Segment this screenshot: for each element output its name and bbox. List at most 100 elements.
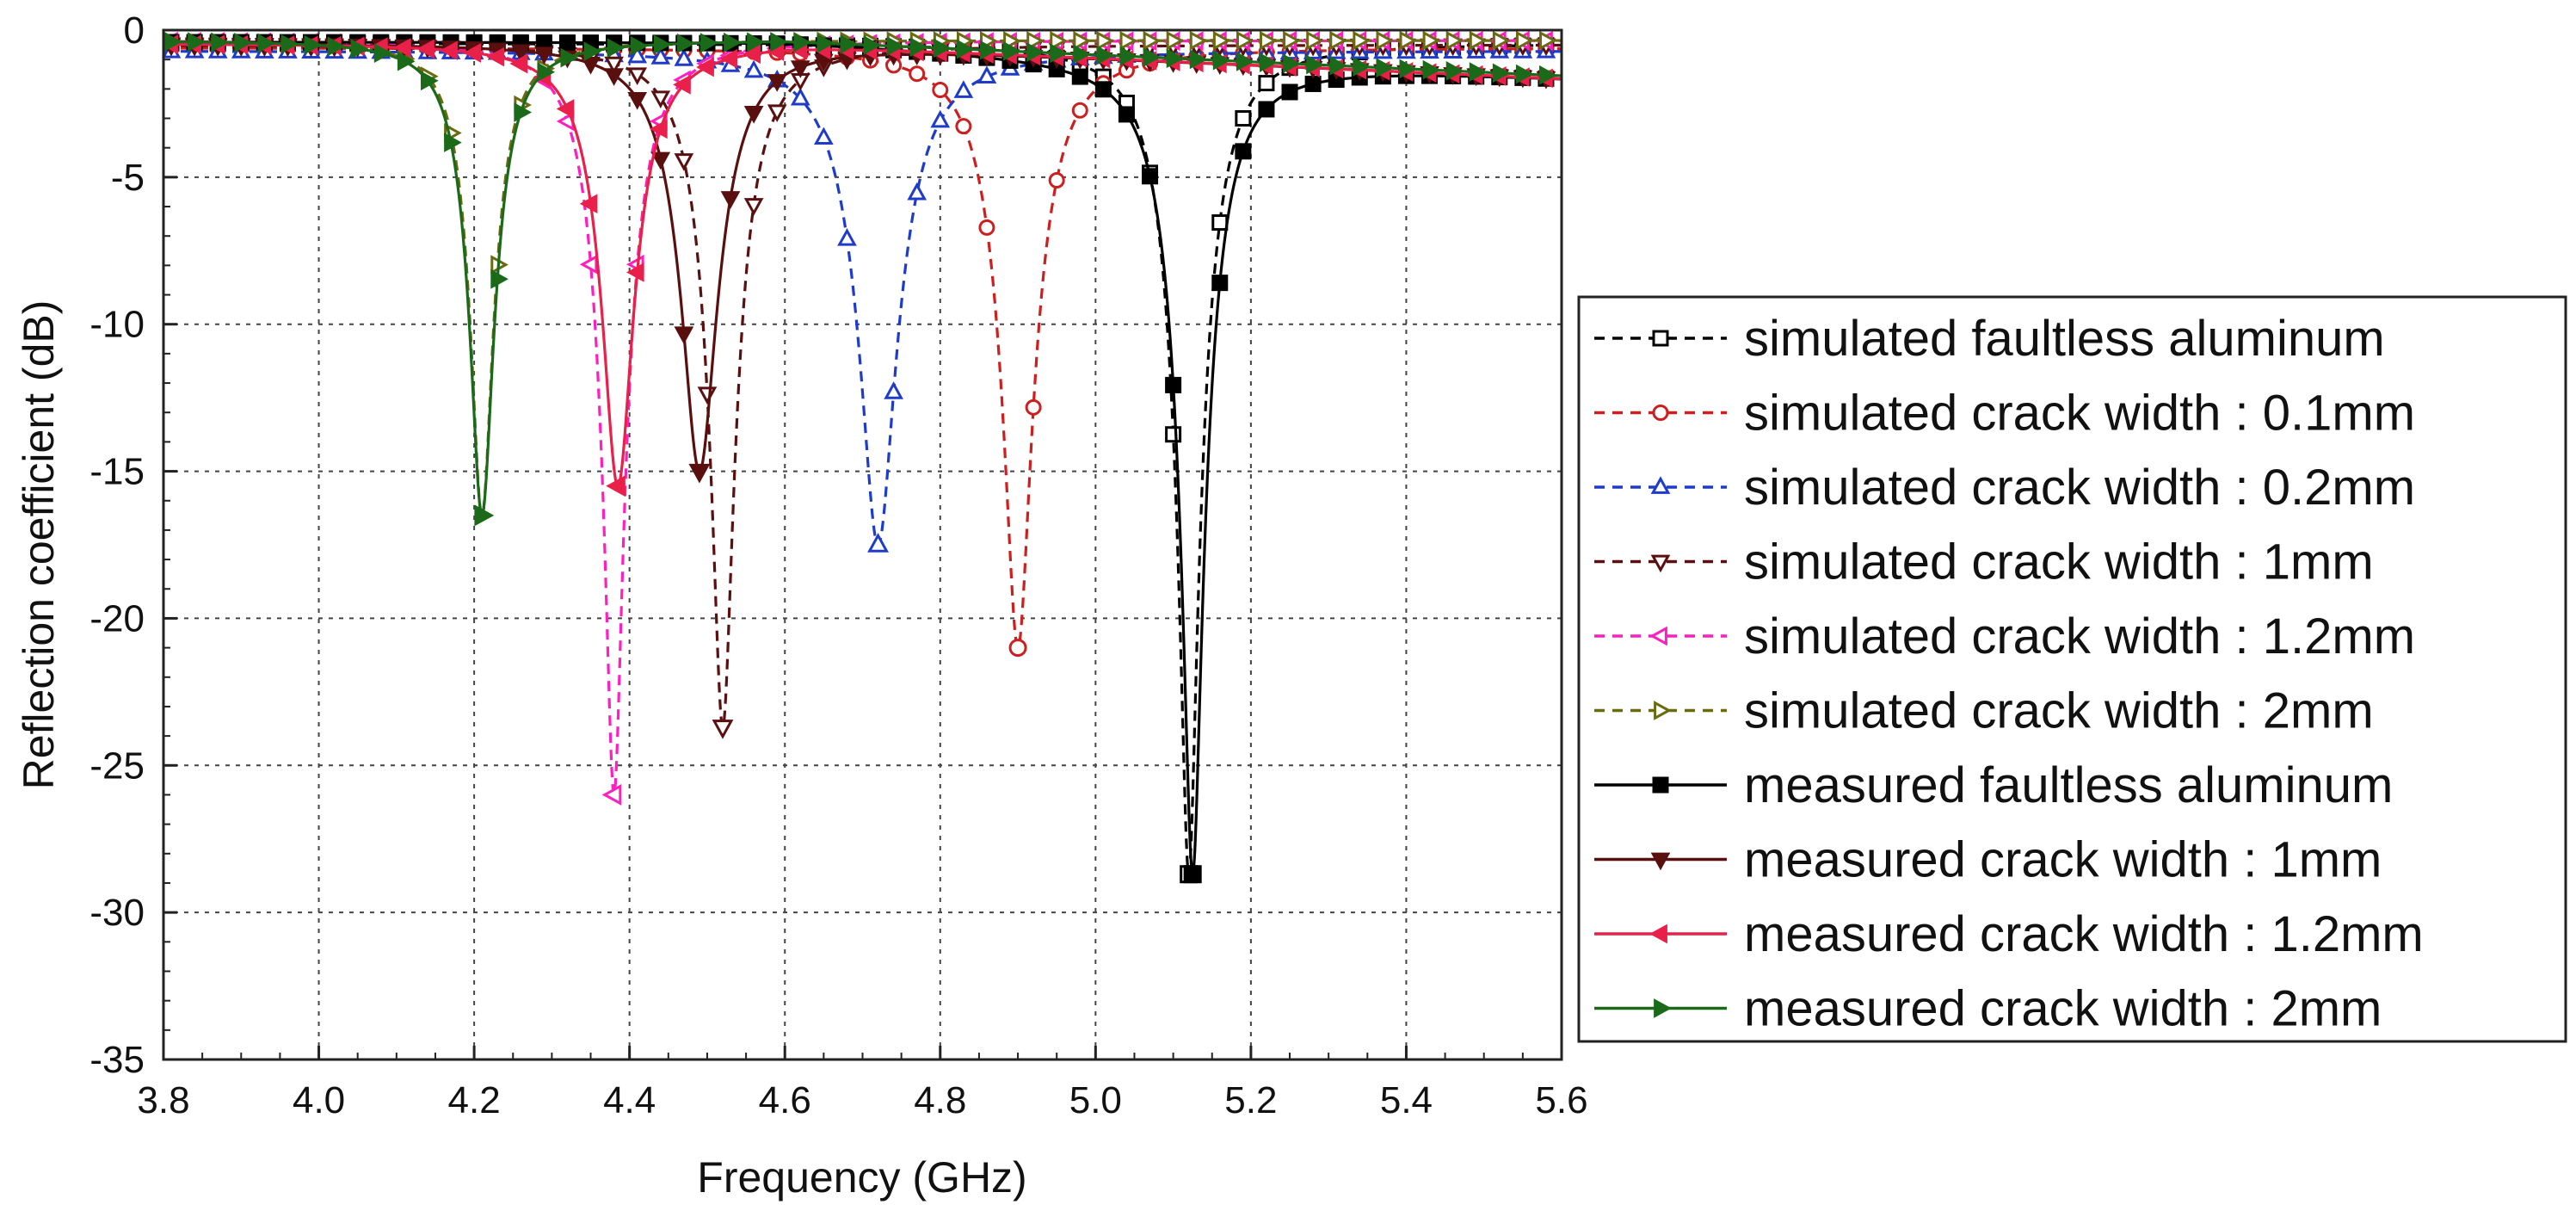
data-point [607, 38, 626, 58]
data-point [674, 48, 694, 66]
data-point [1212, 50, 1231, 71]
data-point [440, 40, 458, 61]
data-point [1143, 30, 1162, 51]
data-point [1189, 30, 1208, 51]
legend-label: simulated crack width : 2mm [1744, 683, 2374, 739]
data-point [606, 475, 626, 497]
data-point [560, 47, 579, 68]
data-point [1445, 30, 1464, 51]
data-point [581, 56, 601, 75]
legend-label: measured crack width : 1.2mm [1744, 906, 2424, 962]
legend: simulated faultless aluminum simulated cr… [1577, 295, 2567, 1043]
data-point [720, 191, 741, 209]
data-point [1399, 30, 1418, 51]
data-point [234, 33, 252, 53]
series-line [163, 39, 1562, 518]
data-point [393, 38, 411, 58]
data-point [1071, 68, 1088, 85]
data-point [304, 34, 323, 55]
legend-label: simulated crack width : 0.2mm [1744, 460, 2415, 516]
legend-entry: simulated faultless aluminum [1594, 311, 2385, 367]
data-point [463, 43, 482, 63]
data-point [1094, 81, 1112, 98]
data-point [1539, 30, 1557, 51]
series-2 [163, 40, 1562, 658]
data-point [743, 106, 764, 124]
data-point [863, 35, 882, 55]
data-point [977, 65, 997, 84]
y-tick-label: -15 [89, 451, 145, 493]
data-point [790, 87, 810, 106]
data-point [421, 71, 439, 91]
legend-marker [1650, 476, 1671, 494]
series-9 [163, 34, 1562, 497]
data-point [837, 228, 857, 246]
data-point [743, 59, 764, 78]
data-point [626, 263, 644, 282]
data-point [558, 34, 576, 52]
legend-entry: simulated crack width : 0.2mm [1594, 460, 2415, 516]
data-point [604, 68, 624, 86]
legend-box [1577, 295, 2567, 1043]
data-point [1008, 639, 1027, 658]
data-point [211, 32, 229, 53]
data-point [650, 46, 671, 65]
legend-entry: simulated crack width : 2mm [1594, 683, 2374, 739]
data-point [1211, 275, 1229, 292]
data-point [909, 37, 928, 58]
data-point [627, 91, 648, 110]
data-point [1118, 106, 1135, 123]
data-point [1539, 65, 1557, 85]
data-point [1073, 44, 1091, 65]
data-point [1165, 426, 1182, 443]
data-point [509, 53, 528, 74]
x-tick-label: 4.0 [293, 1079, 345, 1121]
data-point [653, 34, 672, 55]
series-line [163, 40, 1562, 518]
data-point [1515, 64, 1534, 84]
data-point [1003, 41, 1021, 61]
data-point [534, 46, 554, 65]
legend-marker [1654, 701, 1672, 720]
data-point [674, 326, 694, 345]
data-point [956, 39, 975, 59]
legend-marker [1654, 998, 1672, 1018]
data-point [510, 44, 531, 63]
data-point [650, 119, 668, 139]
data-point [1211, 214, 1229, 232]
y-tick-label: -35 [89, 1039, 145, 1081]
data-point [1026, 42, 1045, 62]
series-layer [163, 30, 1562, 884]
data-point [884, 381, 903, 399]
legend-marker [1649, 626, 1667, 646]
data-point [719, 48, 737, 69]
data-point [743, 198, 764, 216]
data-point [1236, 30, 1254, 51]
data-point [697, 386, 718, 405]
data-point [767, 74, 787, 92]
data-point [1260, 30, 1278, 51]
data-point [1399, 59, 1418, 79]
data-point [1050, 43, 1068, 64]
data-point [537, 62, 556, 83]
data-point [886, 36, 905, 56]
series-5 [163, 30, 1562, 806]
data-point [630, 35, 649, 56]
series-10 [163, 32, 1562, 527]
data-point [1212, 30, 1231, 51]
data-point [1376, 58, 1395, 78]
data-point [790, 60, 810, 78]
series-4 [163, 38, 1562, 739]
legend-label: simulated crack width : 0.1mm [1744, 386, 2415, 442]
data-point [1306, 30, 1324, 51]
data-point [1353, 30, 1371, 51]
data-point [650, 151, 671, 170]
y-tick-label: -5 [111, 157, 145, 199]
data-point [933, 38, 952, 59]
data-point [397, 51, 416, 71]
data-point [1166, 30, 1185, 51]
data-point [688, 463, 711, 484]
data-point [696, 57, 714, 77]
data-point [1236, 52, 1254, 71]
